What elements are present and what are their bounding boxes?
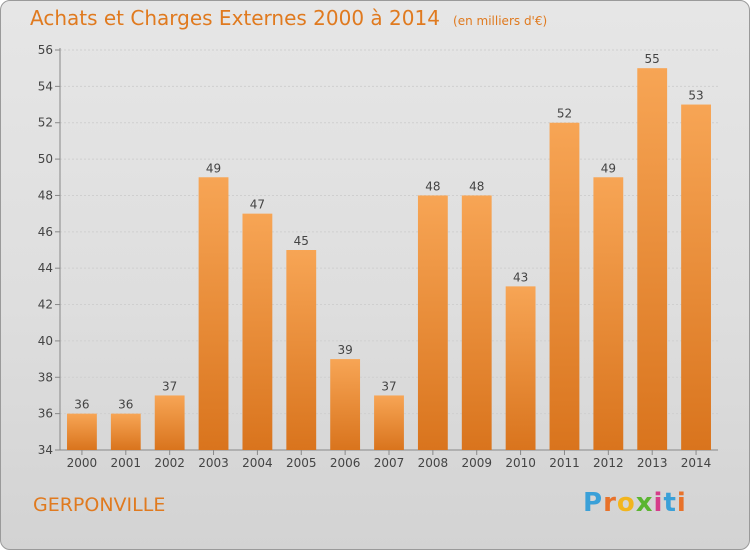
chart-title-block: Achats et Charges Externes 2000 à 2014 (… <box>30 6 547 30</box>
chart-unit-note: (en milliers d'€) <box>453 14 548 28</box>
data-label: 45 <box>294 234 309 248</box>
bar <box>593 177 624 451</box>
y-tick-label: 36 <box>38 407 53 421</box>
city-name: GERPONVILLE <box>33 494 166 516</box>
data-label: 37 <box>162 379 177 393</box>
y-tick-label: 40 <box>38 334 53 348</box>
x-tick-label: 2011 <box>549 456 580 470</box>
y-tick-label: 34 <box>38 443 53 457</box>
y-tick-label: 46 <box>38 225 53 239</box>
bar <box>154 395 185 450</box>
bar <box>681 104 711 450</box>
bar <box>198 177 229 451</box>
logo-letter: P <box>583 488 604 518</box>
chart-title: Achats et Charges Externes 2000 à 2014 <box>30 6 440 30</box>
bar <box>110 413 141 450</box>
x-tick-label: 2014 <box>681 456 712 470</box>
data-label: 49 <box>601 161 616 175</box>
data-label: 52 <box>557 107 572 121</box>
y-tick-label: 52 <box>38 116 53 130</box>
data-label: 48 <box>425 179 440 193</box>
x-tick-label: 2002 <box>154 456 185 470</box>
x-tick-label: 2005 <box>286 456 317 470</box>
x-tick-label: 2000 <box>67 456 98 470</box>
logo-letter: o <box>616 488 636 518</box>
x-tick-label: 2010 <box>505 456 536 470</box>
logo-letter: r <box>603 488 617 518</box>
x-tick-label: 2009 <box>461 456 492 470</box>
data-label: 37 <box>381 379 396 393</box>
x-tick-label: 2003 <box>198 456 229 470</box>
bar <box>505 286 536 450</box>
y-tick-label: 54 <box>38 79 53 93</box>
x-tick-label: 2012 <box>593 456 624 470</box>
data-label: 39 <box>337 343 352 357</box>
bar <box>242 213 273 450</box>
data-label: 36 <box>118 398 133 412</box>
data-label: 48 <box>469 179 484 193</box>
bar <box>417 195 448 450</box>
y-tick-label: 44 <box>38 261 53 275</box>
logo-letter: x <box>635 488 654 518</box>
bar <box>286 250 317 450</box>
bar <box>461 195 492 450</box>
data-label: 53 <box>688 89 703 103</box>
y-tick-label: 50 <box>38 152 53 166</box>
data-label: 36 <box>74 398 89 412</box>
data-label: 47 <box>250 198 265 212</box>
logo-letter: i <box>676 488 687 518</box>
data-label: 43 <box>513 270 528 284</box>
bar <box>374 395 404 450</box>
y-tick-label: 56 <box>38 43 53 57</box>
bar <box>549 122 580 451</box>
data-label: 55 <box>645 52 660 66</box>
x-tick-label: 2008 <box>418 456 449 470</box>
x-tick-label: 2006 <box>330 456 361 470</box>
y-tick-label: 38 <box>38 370 53 384</box>
logo-letter: i <box>653 488 664 518</box>
y-tick-label: 42 <box>38 298 53 312</box>
bars <box>67 68 711 451</box>
y-tick-label: 48 <box>38 188 53 202</box>
bar <box>67 413 97 450</box>
axes: 34 36 38 40 42 44 46 48 50 52 54 56 2000 2001 2002 2003… <box>38 43 718 470</box>
x-tick-label: 2004 <box>242 456 273 470</box>
bar <box>637 68 668 450</box>
proxiti-logo: Proxiti <box>583 488 687 518</box>
x-tick-label: 2013 <box>637 456 668 470</box>
logo-letter: t <box>663 488 677 518</box>
labels: 36 36 37 49 47 45 39 37 48 48 43 52 49 55 53 <box>74 52 703 411</box>
bar <box>330 359 361 450</box>
x-tick-label: 2007 <box>374 456 405 470</box>
data-label: 49 <box>206 161 221 175</box>
x-tick-label: 2001 <box>111 456 142 470</box>
